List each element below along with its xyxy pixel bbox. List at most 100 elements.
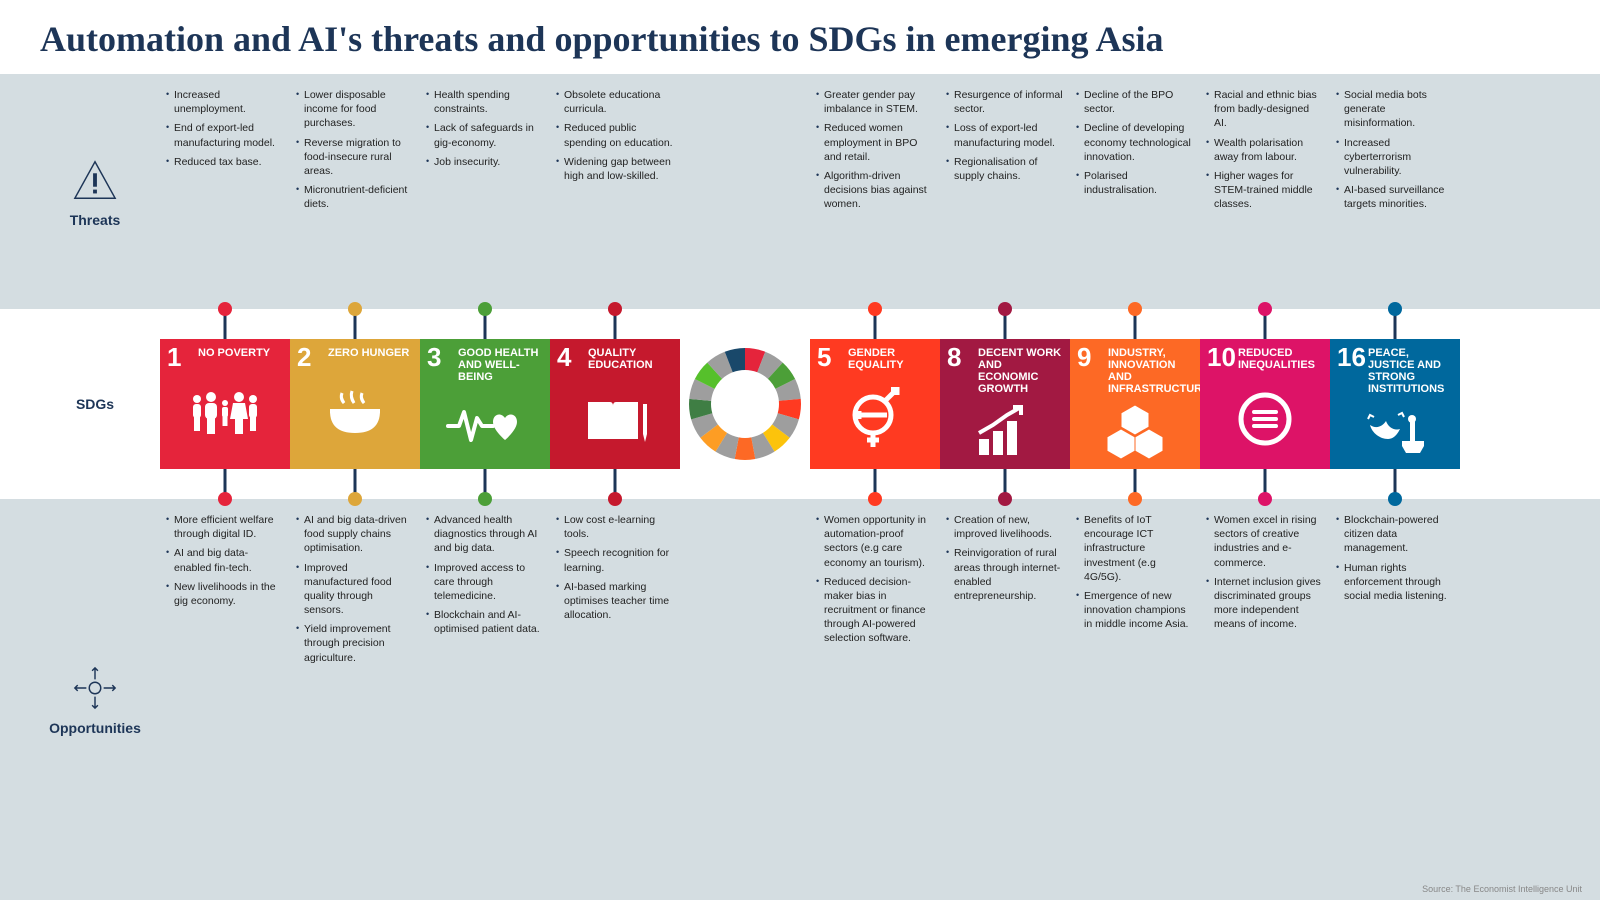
threats-col-sdg4: Obsolete educationa curricula. Reduced pu…: [550, 74, 680, 309]
opportunity-item: Women excel in rising sectors of creativ…: [1206, 513, 1324, 570]
sdg-icon: [946, 399, 1064, 463]
threat-item: Reduced tax base.: [166, 155, 284, 169]
threat-item: Decline of developing economy technologi…: [1076, 121, 1194, 164]
threat-item: Regionalisation of supply chains.: [946, 155, 1064, 183]
opportunities-label: Opportunities: [49, 720, 141, 736]
threat-item: Reduced women employment in BPO and reta…: [816, 121, 934, 164]
threat-item: End of export-led manufacturing model.: [166, 121, 284, 149]
threats-col-sdg9: Decline of the BPO sector. Decline of dev…: [1070, 74, 1200, 309]
threat-item: Reduced public spending on education.: [556, 121, 674, 149]
threat-item: Greater gender pay imbalance in STEM.: [816, 88, 934, 116]
sdg-card-2: 2 ZERO HUNGER: [290, 339, 420, 469]
opportunity-item: Improved access to care through telemedi…: [426, 561, 544, 604]
threat-item: Micronutrient-deficient diets.: [296, 183, 414, 211]
sdg-number: 10: [1207, 342, 1236, 373]
sdg-card-10: 10REDUCED INEQUALITIES: [1200, 339, 1330, 469]
threat-item: Obsolete educationa curricula.: [556, 88, 674, 116]
threat-item: Lack of safeguards in gig-economy.: [426, 121, 544, 149]
sdg-title: NO POVERTY: [198, 347, 284, 359]
sdg-title: QUALITY EDUCATION: [588, 347, 674, 371]
opps-col-sdg1: More efficient welfare through digital I…: [160, 499, 290, 900]
opportunity-item: Emergence of new innovation champions in…: [1076, 589, 1194, 632]
sdg-card-9: 9 INDUSTRY, INNOVATION AND INFRASTRUCTURE: [1070, 339, 1200, 469]
opportunity-item: More efficient welfare through digital I…: [166, 513, 284, 541]
sdg-icon: [426, 387, 544, 463]
opps-col-sdg3: Advanced health diagnostics through AI a…: [420, 499, 550, 900]
threats-label: Threats: [70, 212, 121, 228]
sdg-title: INDUSTRY, INNOVATION AND INFRASTRUCTURE: [1108, 347, 1194, 395]
sdg-title: GENDER EQUALITY: [848, 347, 934, 371]
opportunity-item: Reduced decision-maker bias in recruitme…: [816, 575, 934, 646]
opportunity-item: AI and big data-driven food supply chain…: [296, 513, 414, 556]
threats-col-sdg8: Resurgence of informal sector.Loss of ex…: [940, 74, 1070, 309]
threats-col-sdg1: Increased unemployment.End of export-led…: [160, 74, 290, 309]
sdg-icon: [816, 375, 934, 463]
sdg-number: 16: [1337, 342, 1366, 373]
sdg-number: 8: [947, 342, 961, 373]
threat-item: AI-based surveillance targets minorities…: [1336, 183, 1454, 211]
sdg-title: GOOD HEALTH AND WELL-BEING: [458, 347, 544, 383]
opportunity-item: Low cost e-learning tools.: [556, 513, 674, 541]
sdg-wheel-icon: [680, 344, 810, 464]
opportunity-item: AI-based marking optimises teacher time …: [556, 580, 674, 623]
opps-col-sdg9: Benefits of IoT encourage ICT infrastruc…: [1070, 499, 1200, 900]
threat-item: Health spending constraints.: [426, 88, 544, 116]
sdg-title: ZERO HUNGER: [328, 347, 414, 359]
threat-item: Polarised industralisation.: [1076, 169, 1194, 197]
sdg-card-5: 5 GENDER EQUALITY: [810, 339, 940, 469]
sdg-icon: [296, 363, 414, 463]
opportunity-item: Advanced health diagnostics through AI a…: [426, 513, 544, 556]
expand-arrows-icon: [71, 664, 119, 712]
sdg-number: 5: [817, 342, 831, 373]
threat-item: Higher wages for STEM-trained middle cla…: [1206, 169, 1324, 212]
opps-col-sdg5: Women opportunity in automation-proof se…: [810, 499, 940, 900]
threat-item: Job insecurity.: [426, 155, 544, 169]
sdg-card-4: 4QUALITY EDUCATION: [550, 339, 680, 469]
opps-col-sdg16: Blockchain-powered citizen data manageme…: [1330, 499, 1460, 900]
opportunity-item: AI and big data-enabled fin-tech.: [166, 546, 284, 574]
sdg-card-3: 3 GOOD HEALTH AND WELL-BEING: [420, 339, 550, 469]
sdg-title: PEACE, JUSTICE AND STRONG INSTITUTIONS: [1368, 347, 1454, 395]
threat-item: Reverse migration to food-insecure rural…: [296, 136, 414, 179]
opps-col-sdg10: Women excel in rising sectors of creativ…: [1200, 499, 1330, 900]
threats-col-sdg5: Greater gender pay imbalance in STEM. Red…: [810, 74, 940, 309]
source-text: Source: The Economist Intelligence Unit: [1422, 884, 1582, 894]
sdg-icon: [1076, 399, 1194, 463]
sdg-icon: [1206, 375, 1324, 463]
sdgs-section: SDGs 1 NO POVERTY 2 ZERO HUNGER 3 GOOD HEALTH…: [0, 309, 1600, 499]
opps-col-sdg2: AI and big data-driven food supply chain…: [290, 499, 420, 900]
threats-section: Threats Increased unemployment.End of ex…: [0, 74, 1600, 309]
opportunity-item: Yield improvement through precision agri…: [296, 622, 414, 665]
opportunity-item: Blockchain-powered citizen data manageme…: [1336, 513, 1454, 556]
opps-col-sdg4: Low cost e-learning tools.Speech recogni…: [550, 499, 680, 900]
threats-col-sdg16: Social media bots generate misinformatio…: [1330, 74, 1460, 309]
sdg-card-16: 16PEACE, JUSTICE AND STRONG INSTITUTIONS: [1330, 339, 1460, 469]
opportunity-item: Reinvigoration of rural areas through in…: [946, 546, 1064, 603]
sdg-number: 1: [167, 342, 181, 373]
threat-item: Algorithm-driven decisions bias against …: [816, 169, 934, 212]
sdg-icon: [556, 375, 674, 463]
sdg-title: DECENT WORK AND ECONOMIC GROWTH: [978, 347, 1064, 395]
threats-col-sdg2: Lower disposable income for food purchas…: [290, 74, 420, 309]
opportunity-item: Internet inclusion gives discriminated g…: [1206, 575, 1324, 632]
sdgs-label: SDGs: [76, 396, 114, 412]
sdg-card-1: 1 NO POVERTY: [160, 339, 290, 469]
threat-item: Increased cyberterrorism vulnerability.: [1336, 136, 1454, 179]
opportunity-item: Improved manufactured food quality throu…: [296, 561, 414, 618]
warning-icon: [71, 156, 119, 204]
threat-item: Resurgence of informal sector.: [946, 88, 1064, 116]
page-title: Automation and AI's threats and opportun…: [0, 0, 1600, 74]
sdg-number: 2: [297, 342, 311, 373]
sdg-number: 9: [1077, 342, 1091, 373]
opportunity-item: Women opportunity in automation-proof se…: [816, 513, 934, 570]
threat-item: Lower disposable income for food purchas…: [296, 88, 414, 131]
threat-item: Social media bots generate misinformatio…: [1336, 88, 1454, 131]
threat-item: Wealth polarisation away from labour.: [1206, 136, 1324, 164]
sdg-title: REDUCED INEQUALITIES: [1238, 347, 1324, 371]
threat-item: Decline of the BPO sector.: [1076, 88, 1194, 116]
sdg-icon: [1336, 399, 1454, 463]
opportunities-section: Opportunities More efficient welfare thr…: [0, 499, 1600, 900]
threat-item: Racial and ethnic bias from badly-design…: [1206, 88, 1324, 131]
sdg-icon: [166, 363, 284, 463]
sdg-number: 3: [427, 342, 441, 373]
